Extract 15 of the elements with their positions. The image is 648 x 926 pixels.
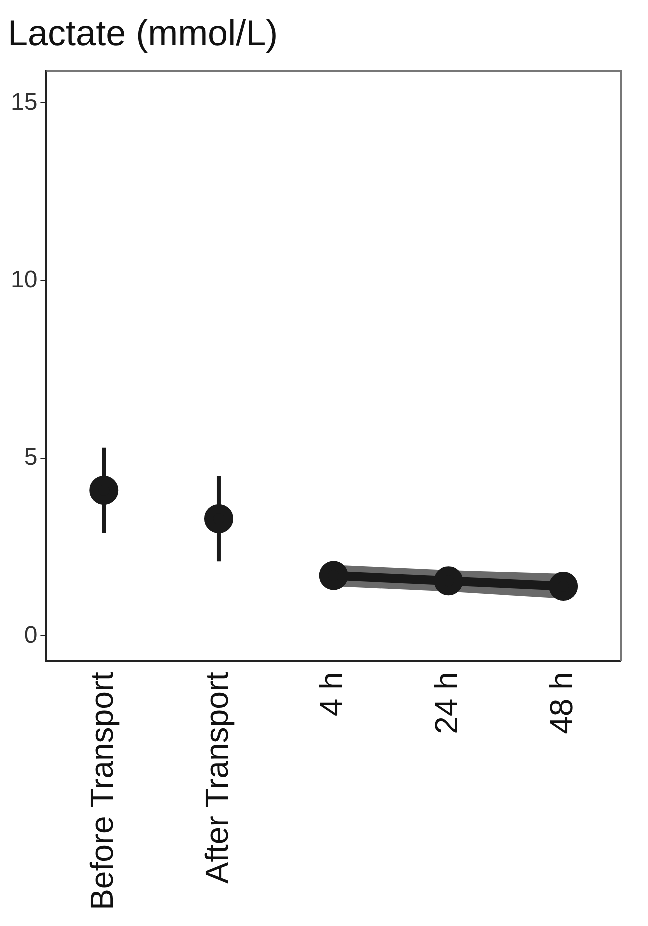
point: [204, 504, 234, 534]
y-tick-label: 0: [24, 622, 38, 649]
x-tick-label: Before Transport: [84, 672, 120, 910]
x-tick-label: 24 h: [428, 672, 465, 734]
point: [549, 572, 578, 601]
y-tick-label: 5: [24, 444, 38, 472]
point: [319, 561, 348, 590]
point: [434, 566, 464, 596]
chart-title: Lactate (mmol/L): [8, 12, 278, 54]
y-tick-label: 10: [10, 266, 38, 294]
x-tick-label: 4 h: [314, 672, 350, 717]
x-tick-label: After Transport: [198, 672, 235, 884]
point: [90, 476, 119, 506]
x-tick-label: 48 h: [543, 672, 580, 734]
y-tick-label: 15: [10, 88, 38, 116]
